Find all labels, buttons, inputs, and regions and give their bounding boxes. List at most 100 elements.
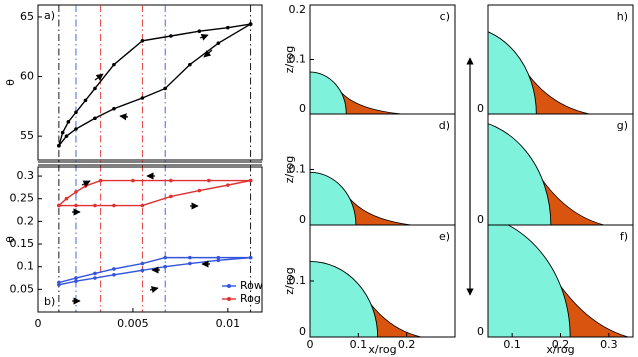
x-tick-label: 0.01 bbox=[216, 317, 241, 330]
data-point bbox=[248, 22, 253, 26]
legend-label: Rog bbox=[240, 292, 261, 305]
data-point bbox=[248, 255, 253, 260]
data-point bbox=[74, 110, 78, 115]
x-tick-label: 0.3 bbox=[600, 338, 618, 351]
y-axis-label: θ bbox=[4, 79, 17, 86]
data-point bbox=[93, 116, 97, 121]
panel-label: b) bbox=[44, 295, 55, 308]
data-point bbox=[140, 203, 145, 208]
series-line bbox=[58, 179, 251, 207]
water-drop bbox=[310, 171, 357, 225]
data-point bbox=[226, 25, 230, 30]
flow-arrow bbox=[94, 73, 104, 81]
panel-label: g) bbox=[617, 119, 628, 132]
series-line bbox=[58, 23, 251, 147]
data-point bbox=[112, 203, 116, 208]
plot-frame bbox=[37, 4, 263, 161]
data-point bbox=[226, 183, 230, 187]
data-point bbox=[112, 106, 116, 111]
data-point bbox=[60, 130, 65, 135]
y-tick-label: 0.3 bbox=[17, 169, 35, 182]
series-line bbox=[58, 23, 251, 146]
y-tick-label: 0 bbox=[477, 325, 484, 338]
x-tick-label: 0 bbox=[307, 338, 314, 351]
data-point bbox=[140, 268, 145, 273]
data-point bbox=[93, 86, 97, 91]
data-point bbox=[66, 120, 71, 124]
data-point bbox=[131, 178, 135, 183]
y-tick-label: 0.1 bbox=[289, 163, 307, 176]
data-point bbox=[140, 261, 145, 266]
data-point bbox=[93, 203, 97, 208]
panel-label: h) bbox=[617, 10, 628, 23]
x-tick-label: 0.2 bbox=[398, 338, 416, 351]
panel-label: f) bbox=[620, 230, 628, 243]
data-point bbox=[188, 255, 192, 260]
legend-marker bbox=[227, 284, 231, 288]
data-point bbox=[112, 267, 116, 271]
data-point bbox=[140, 38, 145, 43]
data-point bbox=[64, 196, 69, 201]
flow-arrow bbox=[149, 286, 159, 294]
plot-frame bbox=[37, 166, 263, 313]
y-tick-label: 55 bbox=[20, 129, 34, 142]
y-tick-label: 60 bbox=[20, 70, 34, 83]
data-point bbox=[83, 98, 88, 103]
data-point bbox=[57, 203, 61, 208]
y-tick-label: 0.2 bbox=[17, 214, 35, 227]
data-point bbox=[163, 264, 167, 269]
data-point bbox=[93, 276, 97, 280]
x-tick-label: 0.2 bbox=[552, 338, 570, 351]
x-tick-label: 0 bbox=[35, 317, 42, 330]
water-drop bbox=[310, 260, 379, 337]
data-point bbox=[74, 276, 78, 280]
data-point bbox=[83, 184, 88, 188]
drop-shape bbox=[488, 123, 605, 225]
data-point bbox=[248, 178, 253, 183]
y-tick-label: 0.15 bbox=[10, 237, 35, 250]
data-point bbox=[57, 283, 61, 287]
y-tick-label: 0.1 bbox=[289, 53, 307, 66]
data-point bbox=[64, 134, 69, 138]
water-drop bbox=[488, 123, 552, 225]
y-axis-label: θ bbox=[4, 236, 17, 243]
panel-label: e) bbox=[439, 230, 450, 243]
flow-arrow bbox=[199, 33, 209, 41]
drop-shape bbox=[488, 31, 590, 114]
data-point bbox=[197, 29, 202, 34]
data-point bbox=[169, 194, 173, 199]
data-point bbox=[74, 127, 78, 131]
x-tick-label: 0.005 bbox=[117, 317, 149, 330]
data-point bbox=[112, 62, 116, 67]
data-point bbox=[216, 41, 221, 45]
data-point bbox=[163, 255, 167, 260]
y-axis-label: z/rog bbox=[283, 156, 296, 183]
y-tick-label: 0.25 bbox=[10, 192, 35, 205]
x-axis-label: x/rog bbox=[546, 343, 574, 356]
data-point bbox=[93, 271, 97, 276]
data-point bbox=[74, 190, 78, 194]
flow-arrow bbox=[119, 113, 129, 121]
drop-shape bbox=[310, 71, 402, 114]
data-point bbox=[169, 178, 173, 183]
data-point bbox=[140, 96, 145, 100]
water-drop bbox=[488, 225, 571, 337]
panel-label: d) bbox=[439, 119, 450, 132]
y-tick-label: 0 bbox=[299, 325, 306, 338]
y-tick-label: 0.05 bbox=[10, 282, 35, 295]
y-tick-label: 65 bbox=[20, 10, 34, 23]
series-line bbox=[58, 256, 251, 286]
y-axis-label: z/rog bbox=[283, 46, 296, 73]
legend-label: Row bbox=[240, 279, 263, 292]
data-point bbox=[112, 273, 116, 277]
flow-arrow bbox=[81, 180, 91, 188]
y-tick-label: 0 bbox=[477, 102, 484, 115]
data-point bbox=[207, 178, 211, 183]
data-point bbox=[197, 188, 202, 193]
x-tick-label: 0.1 bbox=[503, 338, 521, 351]
data-point bbox=[74, 279, 78, 283]
y-tick-label: 0 bbox=[477, 213, 484, 226]
panel-label: c) bbox=[440, 10, 450, 23]
drop-shape bbox=[310, 260, 422, 337]
